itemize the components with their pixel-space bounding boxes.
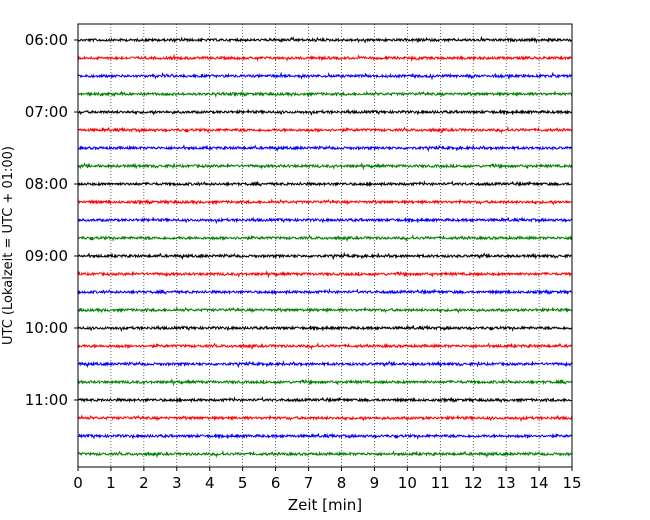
seismic-trace [77, 269, 573, 279]
seismic-trace [77, 35, 573, 44]
x-tick-label: 13 [497, 474, 516, 492]
x-axis-label: Zeit [min] [288, 496, 362, 514]
x-tick-label: 10 [398, 474, 417, 492]
seismic-trace [77, 324, 573, 333]
seismic-trace [77, 341, 573, 351]
seismic-trace [77, 432, 573, 441]
seismic-trace [77, 233, 573, 243]
seismic-trace [77, 71, 573, 81]
seismic-trace [77, 377, 573, 387]
x-tick-label: 6 [271, 474, 281, 492]
x-tick-label: 1 [106, 474, 116, 492]
y-tick-label: 09:00 [25, 247, 68, 265]
x-tick-label: 4 [205, 474, 215, 492]
x-tick-label: 5 [238, 474, 248, 492]
seismic-trace [77, 306, 572, 314]
y-tick-label: 08:00 [25, 175, 68, 193]
seismic-trace [77, 288, 573, 296]
y-axis-label: UTC (Lokalzeit = UTC + 01:00) [1, 146, 16, 345]
seismic-trace [77, 161, 573, 171]
x-tick-label: 12 [464, 474, 483, 492]
seismic-trace [77, 53, 573, 63]
x-tick-label: 14 [530, 474, 549, 492]
x-tick-label: 9 [370, 474, 380, 492]
x-tick-label: 2 [139, 474, 149, 492]
seismic-trace [77, 180, 573, 188]
seismic-trace [77, 198, 573, 206]
y-tick-label: 11:00 [25, 391, 68, 409]
x-tick-label: 15 [562, 474, 581, 492]
plot-frame [77, 23, 573, 468]
x-tick-label: 3 [172, 474, 182, 492]
seismic-trace [77, 144, 573, 153]
seismic-trace [77, 360, 573, 369]
seismic-trace [77, 216, 573, 225]
y-tick-label: 06:00 [25, 31, 68, 49]
seismic-trace [77, 414, 573, 423]
seismic-trace [77, 108, 573, 117]
x-tick-label: 8 [337, 474, 347, 492]
seismic-trace [77, 251, 573, 261]
seismic-trace [77, 396, 572, 404]
x-tick-label: 11 [431, 474, 450, 492]
y-tick-label: 10:00 [25, 319, 68, 337]
x-tick-label: 7 [304, 474, 314, 492]
plot-area [78, 24, 572, 467]
x-tick-label: 0 [73, 474, 83, 492]
seismic-trace [77, 449, 573, 459]
seismic-trace [77, 125, 573, 135]
seismic-trace [77, 90, 573, 99]
y-tick-label: 07:00 [25, 103, 68, 121]
